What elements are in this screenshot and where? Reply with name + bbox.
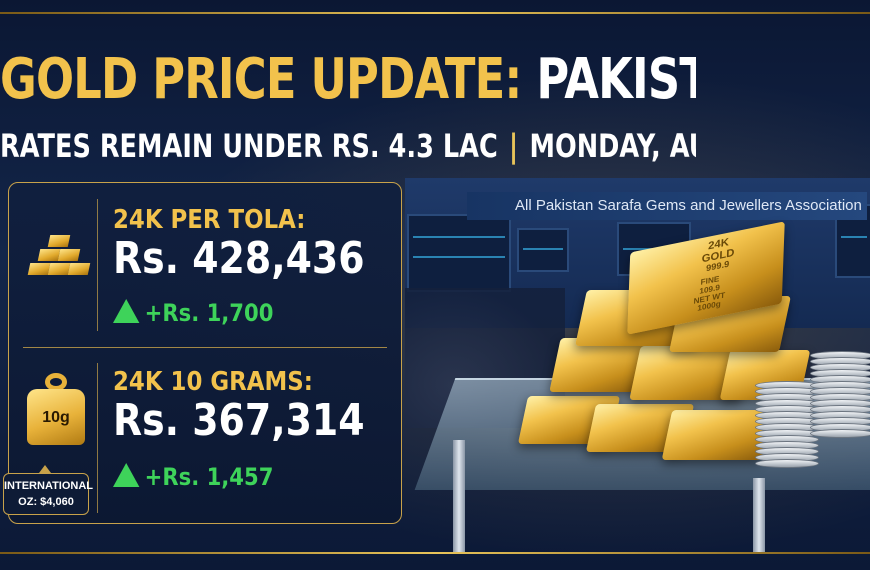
market-scene: All Pakistan Sarafa Gems and Jewellers A… <box>405 178 870 552</box>
international-pointer <box>39 465 51 473</box>
international-price: OZ: $4,060 <box>18 496 74 508</box>
tola-change: +Rs. 1,700 <box>113 299 273 327</box>
up-arrow-icon <box>113 463 140 487</box>
table-leg <box>753 478 765 552</box>
weight-icon: 10g <box>23 371 89 451</box>
subheadline-separator: | <box>508 127 519 165</box>
headline-white-part: PAKISTAN <box>536 47 696 112</box>
grams-price: Rs. 367,314 <box>113 395 365 446</box>
table-leg <box>453 440 465 552</box>
association-banner: All Pakistan Sarafa Gems and Jewellers A… <box>467 192 867 220</box>
bottom-gold-rule <box>0 552 870 554</box>
gold-bars-icon <box>23 219 91 283</box>
weight-icon-label: 10g <box>42 409 70 426</box>
bar-stamp-small: FINE 109.9 NET WT 1000g <box>673 270 746 319</box>
silver-coin-stack <box>755 381 819 468</box>
grams-change: +Rs. 1,457 <box>113 463 273 491</box>
tola-label: 24K PER TOLA: <box>113 205 306 235</box>
grams-change-value: +Rs. 1,457 <box>144 463 274 491</box>
stock-monitor <box>407 214 511 292</box>
subheadline: RATES REMAIN UNDER RS. 4.3 LAC | MONDAY, A… <box>0 124 696 168</box>
headline: GOLD PRICE UPDATE: PAKISTAN <box>0 38 696 122</box>
headline-gold-part: GOLD PRICE UPDATE: <box>0 47 537 112</box>
tola-price: Rs. 428,436 <box>113 233 365 284</box>
subheadline-date: MONDAY, AUGUST 3, 2026 <box>529 127 696 165</box>
panel-vertical-divider <box>97 199 98 331</box>
tola-change-value: +Rs. 1,700 <box>144 299 274 327</box>
rates-panel: 24K PER TOLA: Rs. 428,436 +Rs. 1,700 10g… <box>3 182 402 524</box>
top-gold-rule <box>0 12 870 14</box>
silver-coin-stack <box>810 351 870 438</box>
chart-monitor <box>517 228 569 272</box>
up-arrow-icon <box>113 299 140 323</box>
international-label: INTERNATIONAL <box>4 480 94 492</box>
grams-label: 24K 10 GRAMS: <box>113 367 313 397</box>
panel-horizontal-divider <box>23 347 387 348</box>
international-badge: INTERNATIONAL OZ: $4,060 <box>3 473 94 515</box>
panel-vertical-divider <box>97 363 98 513</box>
subheadline-rates: RATES REMAIN UNDER RS. 4.3 LAC <box>0 127 498 165</box>
